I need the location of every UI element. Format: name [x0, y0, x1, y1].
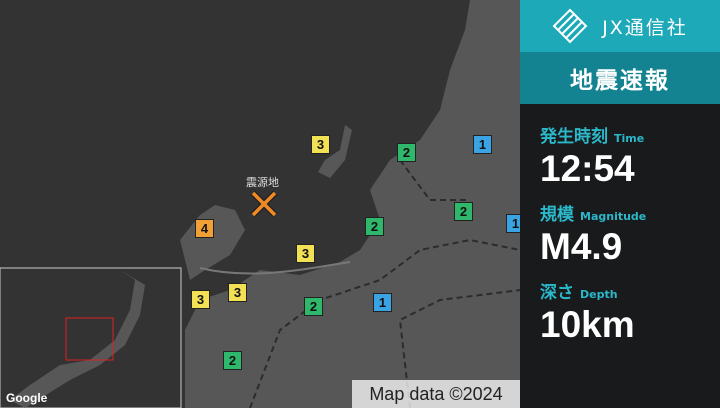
land: [185, 0, 520, 408]
info-item: 発生時刻 Time 12:54: [520, 104, 720, 189]
info-label: 深さ: [540, 283, 574, 303]
info-heading: 発生時刻 Time: [540, 122, 720, 147]
epicenter-mark: [250, 190, 278, 218]
inset-frame: [0, 267, 182, 408]
intensity-marker: 3: [311, 135, 330, 154]
inset-land: [10, 270, 145, 408]
info-list: 発生時刻 Time 12:54 規模 Magnitude M4.9 深さ Depth 10km: [520, 104, 720, 345]
info-label: 規模: [540, 205, 574, 225]
intensity-marker: 4: [195, 219, 214, 238]
island: [318, 125, 352, 178]
intensity-marker: 3: [296, 244, 315, 263]
provider: Google: [6, 391, 48, 405]
info-value: 10km: [540, 304, 635, 345]
info-sublabel: Depth: [580, 288, 618, 301]
map: [0, 0, 520, 408]
attribution: Map data ©2024: [352, 380, 520, 408]
inset-focus: [65, 317, 114, 361]
info-sublabel: Time: [614, 132, 645, 145]
intensity-marker: 2: [304, 297, 323, 316]
intensity-marker: 1: [473, 135, 492, 154]
epicenter-label: 震源地: [246, 176, 279, 189]
intensity-marker: 2: [223, 351, 242, 370]
inset-map: [0, 267, 182, 408]
info-heading: 規模 Magnitude: [540, 200, 720, 225]
panel-title: 地震速報: [520, 52, 720, 104]
intensity-marker: 3: [228, 283, 247, 302]
intensity-marker: 3: [191, 290, 210, 309]
logo-text: JX通信社: [602, 16, 688, 39]
logo: JX通信社: [520, 0, 720, 52]
info-item: 深さ Depth 10km: [520, 260, 720, 345]
info-item: 規模 Magnitude M4.9: [520, 182, 720, 267]
intensity-marker: 1: [373, 293, 392, 312]
info-value: M4.9: [540, 226, 623, 267]
info-label: 発生時刻: [540, 127, 608, 147]
borders: [249, 159, 520, 408]
intensity-marker: 2: [397, 143, 416, 162]
info-heading: 深さ Depth: [540, 278, 720, 303]
peninsula: [180, 205, 245, 280]
info-panel: JX通信社 地震速報 発生時刻 Time 12:54 規模 Magnitude M4.9 深…: [520, 0, 720, 408]
intensity-marker: 2: [365, 217, 384, 236]
logo-icon: [552, 8, 588, 44]
info-value: 12:54: [540, 148, 635, 189]
info-sublabel: Magnitude: [580, 210, 647, 223]
coast: [199, 261, 351, 275]
intensity-marker: 2: [454, 202, 473, 221]
